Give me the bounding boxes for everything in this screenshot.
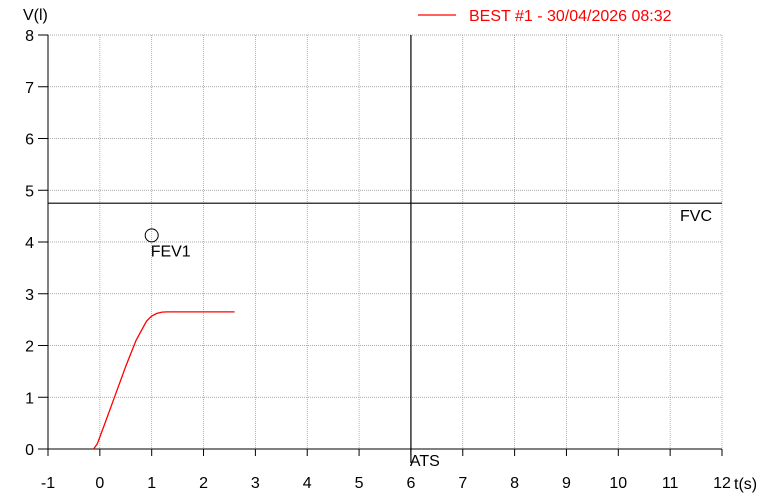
legend: BEST #1 - 30/04/2026 08:32	[418, 8, 672, 25]
y-tick-label: 5	[25, 183, 34, 200]
x-tick-label: 5	[355, 475, 364, 492]
fev1-marker	[144, 228, 159, 243]
reference-lines: FVC ATS	[48, 35, 722, 470]
fev1-label: FEV1	[151, 243, 191, 260]
x-tick-label: 3	[251, 475, 260, 492]
y-tick-label: 1	[25, 390, 34, 407]
y-axis-label: V(l)	[23, 7, 48, 24]
x-tick-label: 1	[147, 475, 156, 492]
x-tick-label: 6	[406, 475, 415, 492]
x-tick-label: 11	[662, 475, 679, 492]
y-tick-label: 7	[25, 80, 34, 97]
x-tick-label: 2	[199, 475, 208, 492]
y-tick-label: 0	[25, 442, 34, 459]
y-tick-label: 8	[25, 28, 34, 45]
y-tick-label: 2	[25, 339, 34, 356]
x-tick-label: -1	[41, 475, 55, 492]
x-tick-label: 9	[562, 475, 571, 492]
reference-label-ats: ATS	[410, 453, 440, 470]
grid-lines	[47, 34, 723, 450]
y-tick-label: 3	[25, 287, 34, 304]
series-layer	[93, 311, 235, 450]
x-tick-label: 0	[95, 475, 104, 492]
x-tick-label: 8	[510, 475, 519, 492]
series-line	[93, 311, 235, 450]
x-tick-label: 10	[609, 475, 627, 492]
x-tick-label: 4	[303, 475, 312, 492]
x-axis-label: t(s)	[734, 476, 757, 493]
x-tick-label: 12	[713, 475, 731, 492]
y-tick-label: 6	[25, 132, 34, 149]
y-tick-label: 4	[25, 235, 34, 252]
x-tick-label: 7	[458, 475, 467, 492]
legend-entry: BEST #1 - 30/04/2026 08:32	[469, 8, 672, 25]
markers-layer: FEV1	[144, 228, 191, 260]
reference-label-fvc: FVC	[680, 208, 712, 225]
